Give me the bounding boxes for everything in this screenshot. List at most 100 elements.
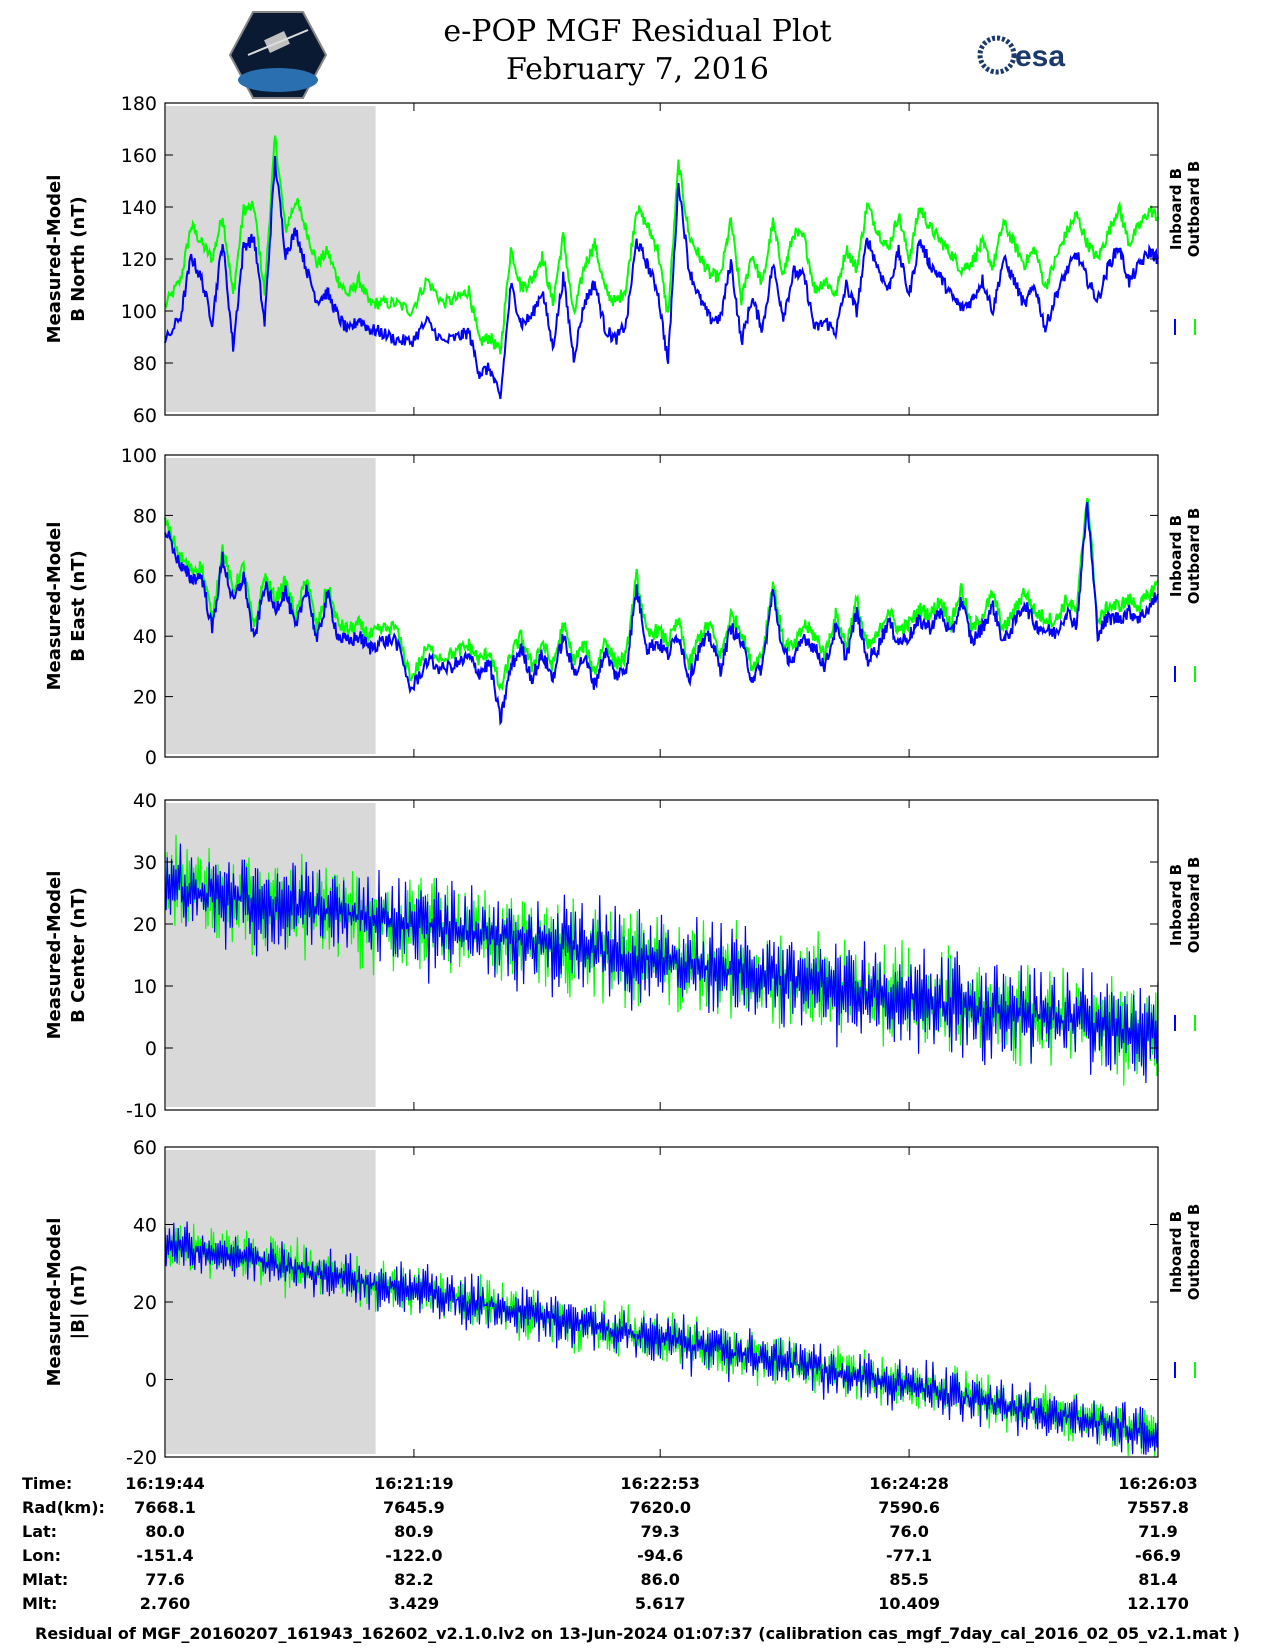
y-tick-label: -10: [126, 1100, 157, 1122]
plot-frame: [164, 454, 1159, 758]
info-cell: 16:22:53: [620, 1474, 700, 1493]
info-row: Rad(km): 7668.1 7645.9 7620.0 7590.6 7557.8: [22, 1498, 1262, 1522]
info-cell: -66.9: [1134, 1546, 1182, 1565]
y-tick-label: 20: [133, 687, 157, 709]
y-tick-label: 60: [133, 405, 157, 427]
y-tick-label: 100: [121, 445, 157, 467]
y-axis-label: B Center (nT): [68, 887, 89, 1023]
info-cell: 16:21:19: [374, 1474, 454, 1493]
info-cell: 16:26:03: [1118, 1474, 1198, 1493]
info-cell: -122.0: [385, 1546, 443, 1565]
info-row-label: Mlat:: [22, 1570, 69, 1589]
legend-outboard: Outboard B: [1185, 161, 1203, 258]
info-row-label: Rad(km):: [22, 1498, 105, 1517]
y-axis-label: |B| (nT): [68, 1265, 89, 1340]
info-cell: -77.1: [886, 1546, 933, 1565]
info-cell: 10.409: [878, 1594, 940, 1613]
info-cell: 79.3: [640, 1522, 680, 1541]
esa-logo: esa: [977, 35, 1065, 75]
info-cell: 81.4: [1138, 1570, 1178, 1589]
y-tick-label: 160: [121, 145, 157, 167]
info-cell: 16:19:44: [125, 1474, 205, 1493]
legend-inboard: Inboard B: [1167, 1211, 1185, 1293]
y-tick-label: 20: [133, 1292, 157, 1314]
y-tick-label: 140: [121, 197, 157, 219]
info-cell: 12.170: [1127, 1594, 1189, 1613]
series-line-inboard: [164, 501, 1159, 726]
y-tick-label: 0: [145, 1038, 157, 1060]
y-tick-label: 10: [133, 976, 157, 998]
esa-logo-text: esa: [1015, 40, 1065, 73]
y-tick-label: 80: [133, 353, 157, 375]
y-tick-label: 60: [133, 1137, 157, 1159]
y-tick-label: 0: [145, 747, 157, 769]
y-tick-label: 60: [133, 566, 157, 588]
info-row: Mlat: 77.6 82.2 86.0 85.5 81.4: [22, 1570, 1262, 1594]
info-row-label: Lat:: [22, 1522, 58, 1541]
info-cell: 80.9: [394, 1522, 434, 1541]
plot-frame: [164, 799, 1159, 1111]
y-axis-label: Measured-Model: [44, 1218, 65, 1387]
shaded-region: [166, 458, 376, 754]
info-cell: 76.0: [889, 1522, 929, 1541]
y-tick-label: 40: [133, 1215, 157, 1237]
info-row: Lat: 80.0 80.9 79.3 76.0 71.9: [22, 1522, 1262, 1546]
y-axis-label: B East (nT): [68, 550, 89, 662]
legend-outboard: Outboard B: [1185, 857, 1203, 954]
footer-caption: Residual of MGF_20160207_161943_162602_v…: [35, 1624, 1240, 1643]
info-cell: 2.760: [139, 1594, 191, 1613]
y-axis-label: Measured-Model: [44, 871, 65, 1040]
info-cell: 80.0: [145, 1522, 185, 1541]
info-cell: 85.5: [889, 1570, 929, 1589]
info-row-label: Mlt:: [22, 1594, 58, 1613]
info-cell: 71.9: [1138, 1522, 1178, 1541]
info-cell: -94.6: [637, 1546, 684, 1565]
info-row-label: Lon:: [22, 1546, 61, 1565]
y-tick-label: 20: [133, 914, 157, 936]
info-row: Mlt: 2.760 3.429 5.617 10.409 12.170: [22, 1594, 1262, 1618]
series-line-inboard: [164, 155, 1159, 400]
cassiope-mission-logo: [228, 11, 328, 99]
y-tick-label: 40: [133, 790, 157, 812]
info-cell: 77.6: [145, 1570, 185, 1589]
y-tick-label: -20: [126, 1447, 157, 1469]
y-axis-label: Measured-Model: [44, 175, 65, 344]
y-tick-label: 100: [121, 301, 157, 323]
info-row: Lon: -151.4 -122.0 -94.6 -77.1 -66.9: [22, 1546, 1262, 1570]
y-tick-label: 30: [133, 852, 157, 874]
info-cell: 7620.0: [629, 1498, 692, 1517]
info-cell: 3.429: [388, 1594, 440, 1613]
info-cell: 16:24:28: [869, 1474, 949, 1493]
legend-inboard: Inboard B: [1167, 168, 1185, 250]
info-row: Time: 16:19:44 16:21:19 16:22:53 16:24:28 16:…: [22, 1474, 1262, 1498]
plot-title: e-POP MGF Residual Plot: [443, 14, 832, 49]
info-cell: -151.4: [136, 1546, 194, 1565]
legend-inboard: Inboard B: [1167, 515, 1185, 597]
shaded-region: [166, 106, 376, 412]
info-cell: 7590.6: [878, 1498, 940, 1517]
info-cell: 7668.1: [134, 1498, 196, 1517]
info-cell: 82.2: [394, 1570, 434, 1589]
y-tick-label: 120: [121, 249, 157, 271]
shaded-region: [166, 803, 376, 1107]
info-cell: 5.617: [634, 1594, 686, 1613]
series-line-inboard: [164, 843, 1159, 1084]
y-axis-label: Measured-Model: [44, 522, 65, 691]
y-axis-label: B North (nT): [68, 196, 89, 322]
series-line-inboard: [164, 1221, 1159, 1455]
y-tick-label: 0: [145, 1370, 157, 1392]
legend-outboard: Outboard B: [1185, 508, 1203, 605]
legend-inboard: Inboard B: [1167, 864, 1185, 946]
y-tick-label: 80: [133, 505, 157, 527]
shaded-region: [166, 1150, 376, 1454]
info-cell: 86.0: [640, 1570, 680, 1589]
info-cell: 7645.9: [383, 1498, 445, 1517]
y-tick-label: 40: [133, 626, 157, 648]
plot-date: February 7, 2016: [505, 52, 769, 87]
y-tick-label: 180: [121, 93, 157, 115]
legend-outboard: Outboard B: [1185, 1204, 1203, 1301]
info-cell: 7557.8: [1127, 1498, 1189, 1517]
series-line-outboard: [164, 135, 1159, 355]
info-row-label: Time:: [22, 1474, 73, 1493]
